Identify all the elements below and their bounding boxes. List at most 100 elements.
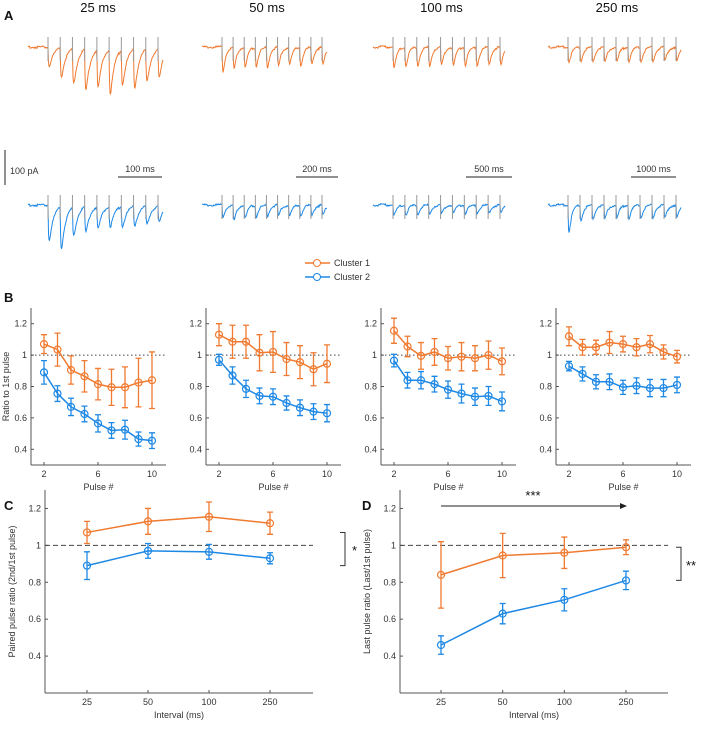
error-bar [297,345,303,380]
error-bar [324,403,330,423]
data-point [645,340,655,349]
x-tick-label: 6 [270,469,275,479]
error-bar [54,385,61,403]
data-point [497,357,507,366]
data-point [82,561,92,570]
panel-label-a: A [4,8,14,23]
x-tick-label: 250 [262,697,277,707]
data-point [659,383,668,393]
data-point [107,383,116,392]
y-tick-label: 1 [547,350,552,360]
data-point [591,377,601,386]
data-point [497,397,507,406]
y-tick-label: 0.6 [28,614,41,624]
data-point [618,383,628,392]
data-point [39,368,49,377]
data-point [457,389,466,398]
y-axis-label: Last pulse ratio (Last/1st pulse) [362,529,372,654]
data-point [672,352,682,361]
data-point [498,609,507,618]
error-bar [445,380,451,399]
data-point [416,351,426,360]
error-bar [674,349,680,364]
blue-trace [27,203,164,249]
error-bar [145,542,151,559]
data-point [618,340,628,349]
error-bar [438,541,444,609]
y-tick-label: 1 [22,350,27,360]
orange-trace [547,44,682,65]
data-point [66,365,76,375]
legend: Cluster 1 Cluster 2 [305,258,370,282]
chart-panel-b-50ms: 0.4 0.6 0.8 1 1.2 2 6 10 Pulse # [189,308,341,492]
data-point [147,436,157,445]
error-bar [404,335,411,358]
data-point [322,359,332,368]
data-point [53,389,62,398]
data-point [53,345,62,354]
data-point [632,343,641,352]
data-point [322,409,332,418]
error-bar [623,539,629,556]
series-line-1 [440,546,627,576]
y-tick-label: 1.2 [383,503,396,513]
panel-label-c: C [4,498,14,513]
data-point [560,548,569,557]
y-tick-label: 0.8 [539,382,552,392]
y-tick-label: 0.4 [28,651,41,661]
error-bar [122,419,128,440]
data-point [147,376,157,385]
y-tick-label: 1 [391,540,396,550]
data-point [605,377,614,386]
error-bar [458,341,465,372]
data-point [470,392,480,401]
data-point [416,376,426,385]
x-tick-label: 50 [498,697,508,707]
data-point [564,332,574,341]
error-bar [633,337,640,357]
data-point [430,380,439,389]
error-bar [561,588,568,612]
data-point [268,392,278,401]
y-tick-label: 1.2 [14,319,27,329]
significance-bracket [340,531,346,567]
error-bar [243,379,249,399]
chart-panel-d: 0.4 0.6 0.8 1 1.2 25 50 100 250 Interval (ms) Last… [362,488,696,720]
blue-trace [201,202,328,221]
data-point [228,371,237,380]
data-point [605,338,614,347]
data-point [214,330,224,339]
error-bar [95,367,101,401]
condition-title: 50 ms [249,0,285,15]
time-scale-label: 200 ms [302,164,332,174]
data-point [389,356,399,365]
y-tick-label: 0.8 [14,382,27,392]
data-point [403,342,412,351]
error-bar [485,340,492,370]
error-bar [149,432,155,450]
error-bar [458,383,465,404]
data-point [457,352,466,361]
error-bar [674,376,680,394]
error-bar [623,570,629,591]
panel-a-traces: 25 ms 100 ms 50 ms 200 ms 100 ms 500 ms 250 ms… [4,0,682,249]
error-bar [499,391,505,412]
orange-trace [372,44,506,68]
error-bar [391,317,397,344]
y-axis-label: Paired pulse ratio (2nd/1st pulse) [7,525,17,657]
error-bar [283,341,290,377]
data-point [134,378,143,387]
time-scale-label: 100 ms [125,164,155,174]
y-tick-label: 0.6 [364,413,377,423]
error-bar [84,520,90,545]
data-point [309,365,318,374]
data-point [93,380,103,389]
data-point [39,340,49,349]
data-point [436,640,446,650]
data-point [389,326,399,335]
y-tick-label: 0.6 [383,614,396,624]
data-point [443,385,453,394]
chart-panel-b-100ms: 0.4 0.6 0.8 1 1.2 2 6 10 Pulse # [364,308,516,492]
x-tick-label: 2 [216,469,221,479]
data-point [498,551,507,560]
